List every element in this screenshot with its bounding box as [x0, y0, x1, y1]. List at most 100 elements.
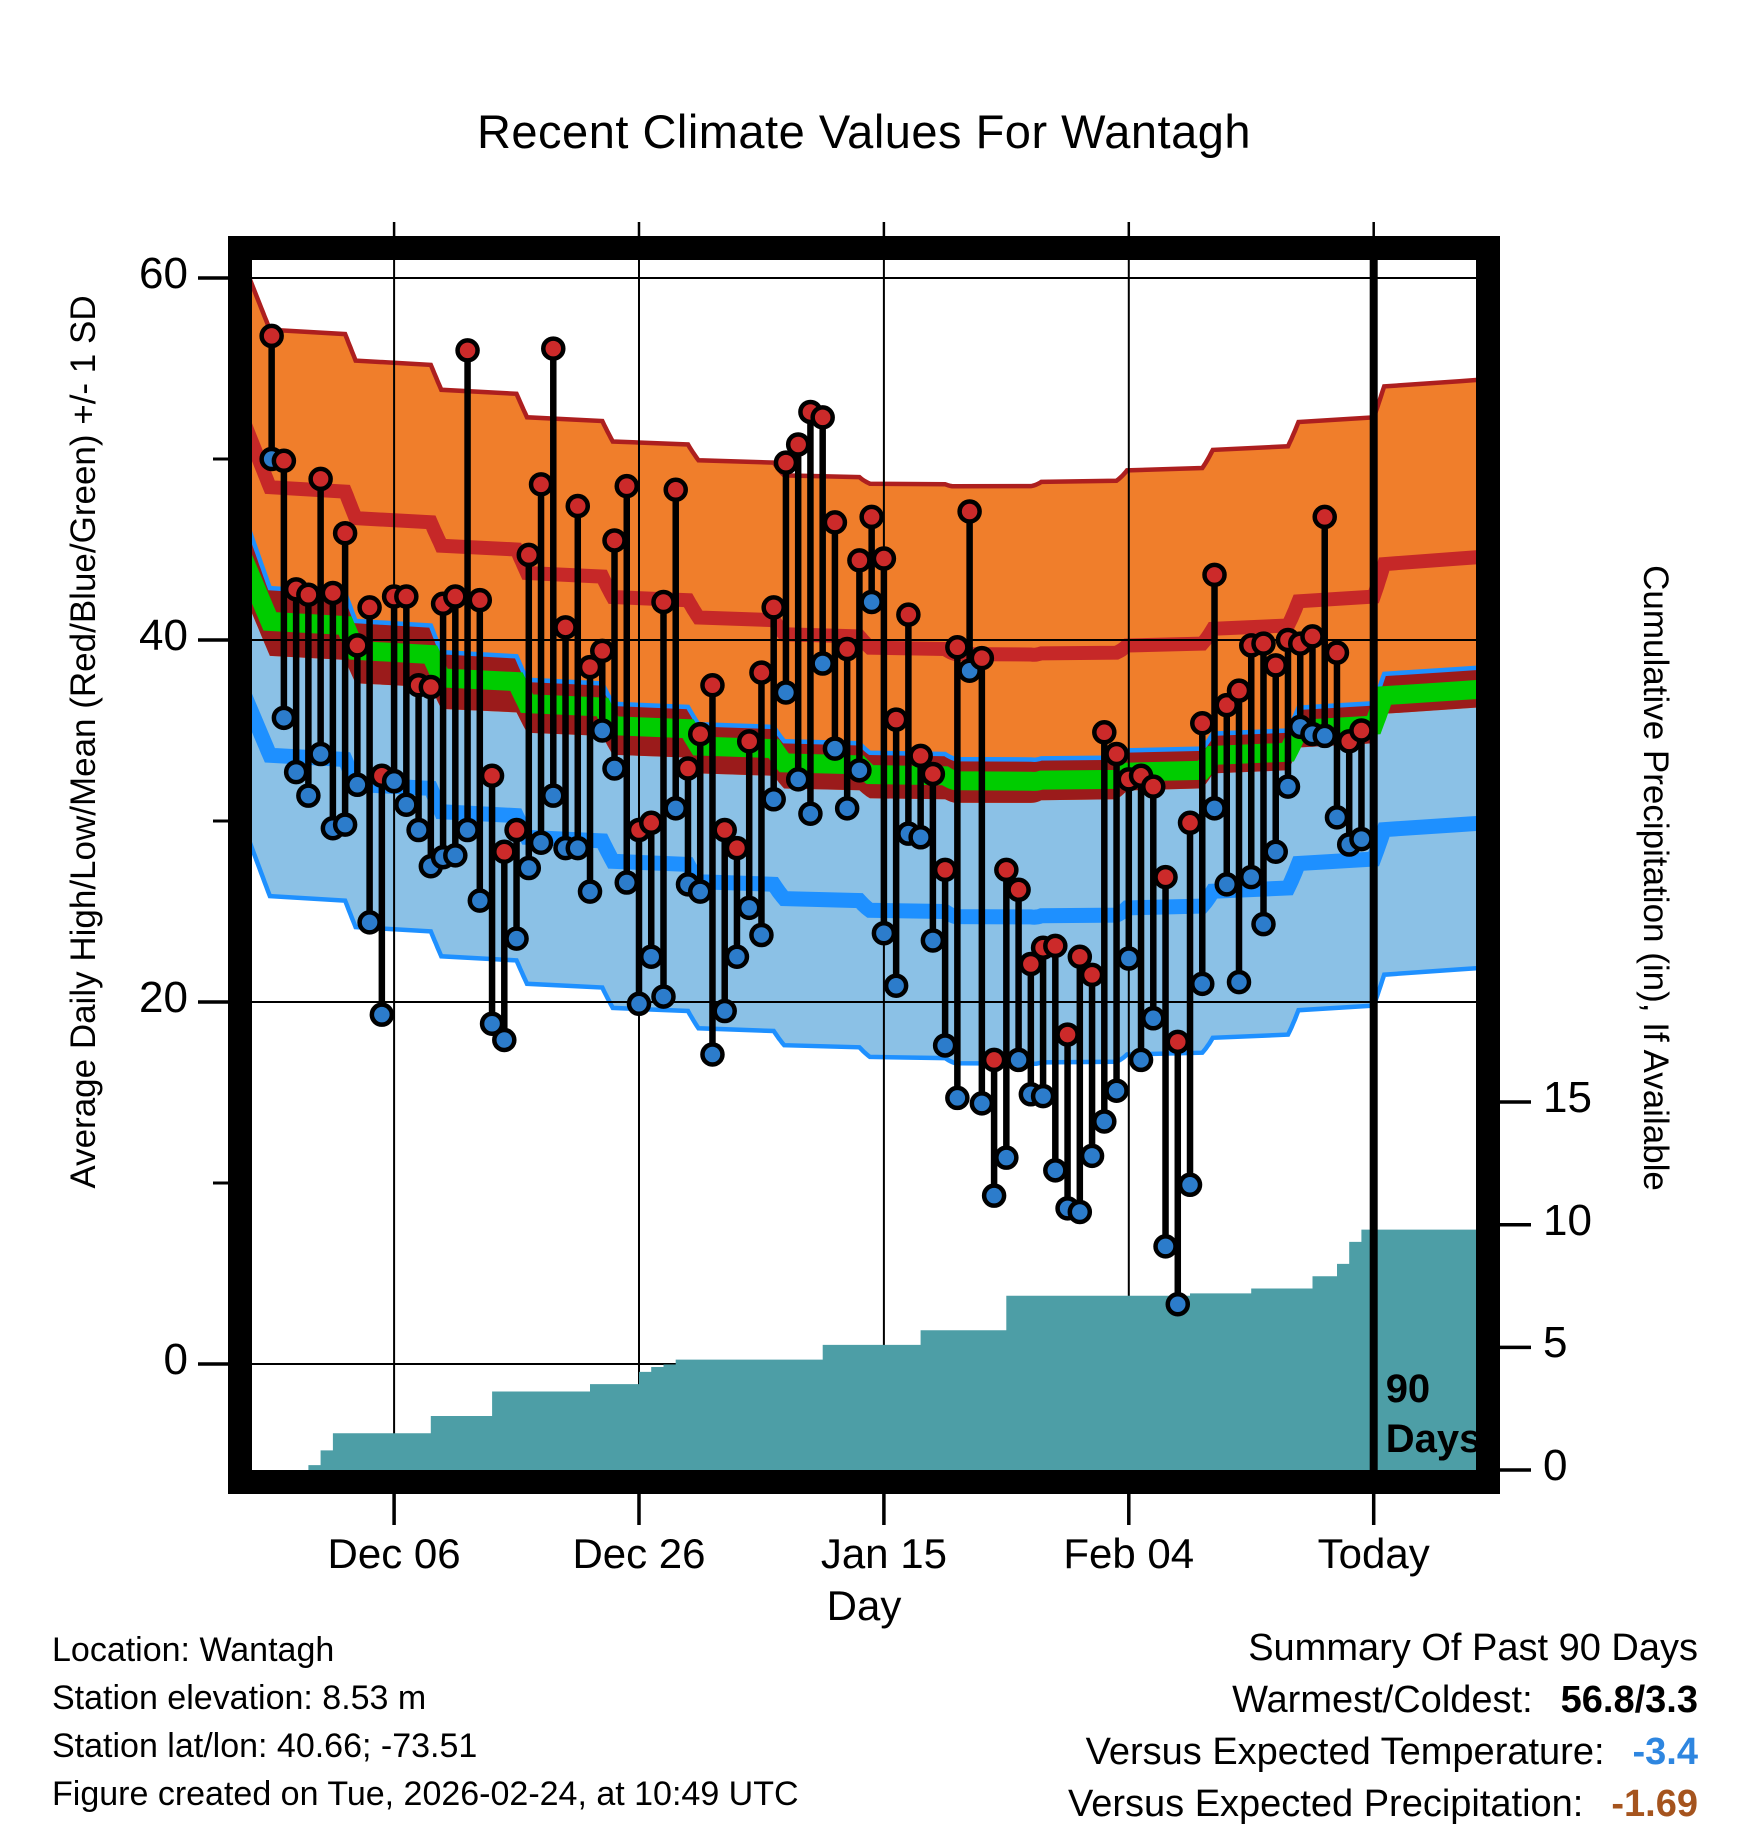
high-dot: [553, 615, 578, 640]
high-dot: [1141, 774, 1166, 799]
summary-title: Summary Of Past 90 Days: [1248, 1627, 1698, 1669]
x-tick-label-feb-04: Feb 04: [1063, 1530, 1195, 1577]
high-dot: [1324, 640, 1350, 665]
y-tick-label-40: 40: [139, 611, 188, 660]
low-dot: [528, 830, 554, 855]
high-dot: [663, 477, 688, 503]
low-dot: [455, 817, 480, 843]
high-dot: [1251, 631, 1276, 656]
high-dot: [565, 493, 591, 519]
high-dot: [332, 520, 358, 546]
high-dot: [859, 504, 884, 530]
x-tick-label-jan-15: Jan 15: [820, 1530, 947, 1577]
ninety-days-label: 90: [1386, 1367, 1431, 1411]
low-dot: [749, 922, 774, 948]
low-dot: [1116, 946, 1142, 971]
high-dot: [1226, 678, 1252, 703]
high-dot: [1177, 810, 1203, 836]
low-dot: [651, 984, 676, 1009]
low-dot: [663, 796, 688, 821]
summary-row-vs-temperature: Versus Expected Temperature: -3.4: [1068, 1726, 1698, 1778]
high-dot: [810, 405, 835, 430]
low-dot: [945, 1085, 970, 1111]
high-band-top-edge: [252, 278, 1476, 489]
high-dot: [785, 432, 811, 457]
low-dot: [969, 1091, 995, 1116]
low-dot: [712, 998, 737, 1024]
x-axis-label: Day: [826, 1582, 902, 1629]
high-band: [252, 284, 1476, 803]
daily-stems: [268, 335, 1365, 1305]
y-tick-label-60: 60: [139, 249, 188, 298]
high-dot: [320, 580, 346, 606]
high-dot: [455, 338, 480, 363]
low-dot: [1349, 826, 1374, 852]
high-dot: [920, 761, 946, 787]
low-dot: [406, 817, 431, 843]
x-tick-label-today: Today: [1317, 1530, 1430, 1577]
high-dot: [590, 638, 615, 664]
summary-value: 56.8/3.3: [1560, 1679, 1698, 1721]
high-dot: [908, 743, 933, 769]
station-info: Location: Wantagh Station elevation: 8.5…: [52, 1626, 799, 1828]
low-dot: [859, 589, 884, 615]
low-dot: [920, 928, 946, 953]
low-dot: [847, 758, 872, 783]
x-tick-label-dec-26: Dec 26: [572, 1530, 706, 1577]
low-dot: [908, 825, 933, 850]
high-dot: [259, 323, 284, 349]
summary-label: Warmest/Coldest:: [1232, 1679, 1533, 1721]
high-dot: [834, 636, 860, 662]
high-dot: [994, 857, 1019, 883]
precip-tick-label-15: 15: [1543, 1073, 1592, 1123]
high-dot: [357, 595, 382, 620]
low-dot: [1128, 1047, 1154, 1073]
low-dot: [1263, 839, 1288, 865]
low-dot: [541, 783, 566, 808]
low-dot: [773, 680, 799, 705]
high-dot: [847, 548, 872, 573]
high-dot: [1349, 718, 1374, 743]
summary-value: -3.4: [1632, 1731, 1698, 1773]
high-dot: [516, 542, 542, 568]
summary-label: Versus Expected Precipitation:: [1067, 1783, 1584, 1825]
summary-row-vs-precipitation: Versus Expected Precipitation: -1.69: [1068, 1778, 1698, 1828]
high-dot: [651, 589, 676, 615]
high-dot: [883, 707, 909, 732]
low-dot: [271, 705, 297, 731]
high-dot: [896, 602, 921, 627]
high-dot: [308, 466, 333, 492]
high-dot: [1312, 504, 1337, 530]
high-dot: [577, 654, 603, 680]
ninety-days-label: Days: [1386, 1417, 1482, 1461]
summary-row-warmest-coldest: Warmest/Coldest: 56.8/3.3: [1068, 1674, 1698, 1726]
high-dot: [945, 634, 970, 660]
high-dot: [394, 584, 419, 609]
low-dot: [492, 1027, 517, 1053]
low-dot: [1226, 969, 1252, 995]
y-tick-label-0: 0: [163, 1335, 188, 1384]
low-dot: [638, 944, 664, 969]
high-dot: [1055, 1022, 1080, 1047]
high-dot: [773, 450, 799, 475]
high-dot: [1043, 933, 1068, 959]
high-dot: [957, 499, 982, 524]
low-dot: [1202, 796, 1227, 821]
high-dot: [638, 810, 664, 836]
high-dot: [271, 448, 297, 474]
high-dot: [541, 336, 566, 361]
station-location: Location: Wantagh: [52, 1631, 335, 1669]
summary-label: Versus Expected Temperature:: [1085, 1731, 1605, 1773]
low-dot: [357, 910, 382, 935]
low-dot: [724, 944, 750, 969]
low-dot: [981, 1183, 1007, 1208]
high-dot: [479, 763, 505, 788]
low-dot: [761, 787, 786, 812]
high-dot: [418, 674, 444, 700]
high-dot: [1300, 624, 1325, 649]
low-dot: [1312, 723, 1337, 749]
low-dot: [822, 736, 848, 761]
low-dot: [381, 768, 407, 794]
low-dot: [1067, 1199, 1093, 1225]
high-dot: [345, 633, 370, 658]
